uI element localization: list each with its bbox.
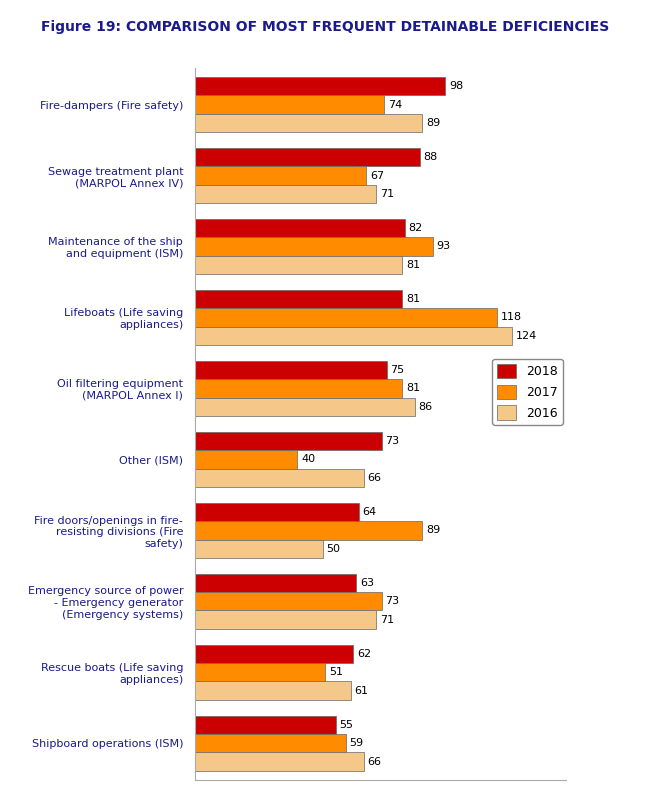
Text: 62: 62 bbox=[358, 649, 371, 659]
Text: 81: 81 bbox=[406, 294, 420, 304]
Bar bbox=[195, 148, 420, 166]
Text: 50: 50 bbox=[326, 544, 341, 554]
Bar bbox=[195, 379, 402, 398]
Legend: 2018, 2017, 2016: 2018, 2017, 2016 bbox=[493, 359, 563, 425]
Text: 93: 93 bbox=[436, 241, 450, 252]
Text: 89: 89 bbox=[426, 525, 441, 535]
Bar bbox=[195, 114, 422, 132]
Bar bbox=[195, 716, 335, 734]
Bar bbox=[195, 502, 359, 521]
Text: 40: 40 bbox=[301, 455, 315, 464]
Text: 66: 66 bbox=[367, 757, 382, 767]
Bar bbox=[195, 592, 382, 611]
Text: 51: 51 bbox=[329, 667, 343, 677]
Bar bbox=[195, 450, 297, 469]
Text: 61: 61 bbox=[355, 685, 369, 696]
Text: 86: 86 bbox=[419, 402, 433, 412]
Bar bbox=[195, 256, 402, 274]
Bar bbox=[195, 611, 376, 629]
Bar bbox=[195, 237, 433, 256]
Bar bbox=[195, 96, 384, 114]
Bar bbox=[195, 185, 376, 203]
Bar bbox=[195, 681, 351, 700]
Text: 88: 88 bbox=[424, 152, 438, 162]
Text: 89: 89 bbox=[426, 118, 441, 128]
Bar bbox=[195, 663, 325, 681]
Bar bbox=[195, 77, 445, 96]
Text: 118: 118 bbox=[500, 313, 521, 322]
Bar bbox=[195, 645, 354, 663]
Text: 81: 81 bbox=[406, 260, 420, 270]
Bar bbox=[195, 166, 366, 185]
Bar bbox=[195, 361, 387, 379]
Bar bbox=[195, 574, 356, 592]
Text: 75: 75 bbox=[391, 365, 404, 375]
Text: 66: 66 bbox=[367, 473, 382, 483]
Text: 73: 73 bbox=[385, 436, 400, 446]
Text: 71: 71 bbox=[380, 189, 395, 199]
Bar bbox=[195, 521, 422, 540]
Bar bbox=[195, 734, 346, 752]
Bar bbox=[195, 752, 363, 771]
Text: 73: 73 bbox=[385, 596, 400, 607]
Text: 64: 64 bbox=[362, 507, 376, 517]
Bar bbox=[195, 540, 323, 558]
Text: 74: 74 bbox=[388, 100, 402, 110]
Bar bbox=[195, 308, 497, 326]
Text: 67: 67 bbox=[370, 170, 384, 181]
Text: 124: 124 bbox=[515, 331, 537, 341]
Bar bbox=[195, 431, 382, 450]
Text: 98: 98 bbox=[449, 81, 463, 91]
Text: 71: 71 bbox=[380, 615, 395, 625]
Text: 59: 59 bbox=[350, 738, 364, 748]
Text: 63: 63 bbox=[360, 578, 374, 587]
Bar bbox=[195, 219, 404, 237]
Text: 55: 55 bbox=[339, 720, 354, 730]
Bar bbox=[195, 398, 415, 416]
Text: 82: 82 bbox=[408, 223, 422, 233]
Bar bbox=[195, 469, 363, 487]
Bar bbox=[195, 326, 512, 345]
Text: 81: 81 bbox=[406, 384, 420, 393]
Text: Figure 19: COMPARISON OF MOST FREQUENT DETAINABLE DEFICIENCIES: Figure 19: COMPARISON OF MOST FREQUENT D… bbox=[41, 20, 609, 34]
Bar bbox=[195, 290, 402, 308]
